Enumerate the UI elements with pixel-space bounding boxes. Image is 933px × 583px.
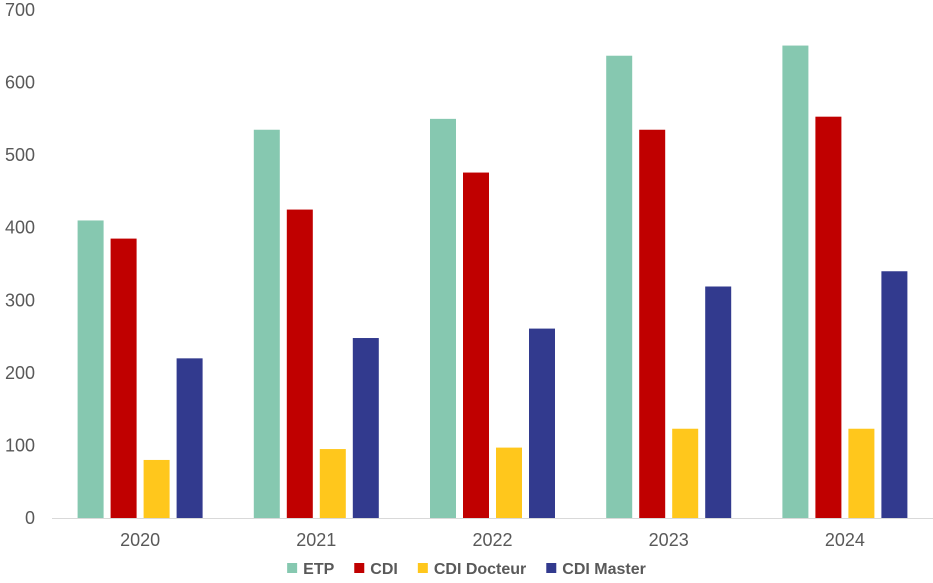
bar-cdi-docteur-2021: [319, 449, 346, 518]
y-tick-label: 700: [5, 0, 35, 20]
legend-item-etp: ETP: [287, 561, 335, 578]
legend-label: CDI: [370, 561, 398, 578]
bar-cdi-master-2021: [352, 338, 379, 518]
bar-etp-2024: [782, 45, 809, 519]
bar-cdi-docteur-2022: [496, 447, 522, 518]
bar-cdi-master-2020: [176, 358, 203, 518]
bar-cdi-2020: [110, 238, 137, 518]
y-tick-label: 600: [5, 73, 35, 93]
bar-cdi-master-2024: [881, 271, 908, 518]
y-tick-label: 200: [5, 363, 35, 383]
legend-swatch: [354, 563, 365, 573]
legend-swatch: [287, 563, 298, 573]
x-tick-label: 2023: [649, 530, 689, 550]
legend-label: CDI Docteur: [434, 561, 526, 578]
y-tick-label: 500: [5, 145, 35, 165]
bar-cdi-docteur-2020: [143, 459, 170, 518]
legend-item-cdi-docteur: CDI Docteur: [417, 561, 526, 578]
x-tick-label: 2024: [825, 530, 865, 550]
legend-label: CDI Master: [562, 561, 646, 578]
y-tick-label: 0: [25, 508, 35, 528]
y-axis-tick-labels: 0 100 200 300 400 500 600 700: [5, 0, 35, 528]
legend-label: ETP: [303, 561, 334, 578]
bar-etp-2023: [606, 55, 633, 518]
y-tick-label: 100: [5, 435, 35, 455]
bar-cdi-master-2022: [529, 328, 555, 518]
bar-cdi-2021: [286, 209, 313, 519]
bar-cdi-master-2023: [705, 286, 732, 518]
bars-group: [77, 45, 908, 519]
y-tick-label: 400: [5, 218, 35, 238]
bar-cdi-docteur-2023: [672, 428, 699, 518]
legend-item-cdi: CDI: [354, 561, 398, 578]
bar-cdi-2022: [463, 172, 489, 518]
legend-item-cdi-master: CDI Master: [546, 561, 646, 578]
x-axis-tick-labels: 2020 2021 2022 2023 2024: [120, 530, 865, 550]
legend: ETP CDI CDI Docteur CDI Master: [287, 561, 646, 578]
bar-etp-2022: [430, 118, 456, 518]
bar-etp-2021: [253, 129, 280, 518]
x-tick-label: 2021: [296, 530, 336, 550]
legend-swatch: [417, 563, 428, 573]
x-tick-label: 2020: [120, 530, 160, 550]
legend-swatch: [546, 563, 557, 573]
y-tick-label: 300: [5, 290, 35, 310]
bar-cdi-2024: [815, 116, 842, 519]
bar-cdi-2023: [639, 129, 666, 518]
x-tick-label: 2022: [472, 530, 512, 550]
bar-cdi-docteur-2024: [848, 428, 875, 518]
bar-etp-2020: [77, 220, 104, 518]
